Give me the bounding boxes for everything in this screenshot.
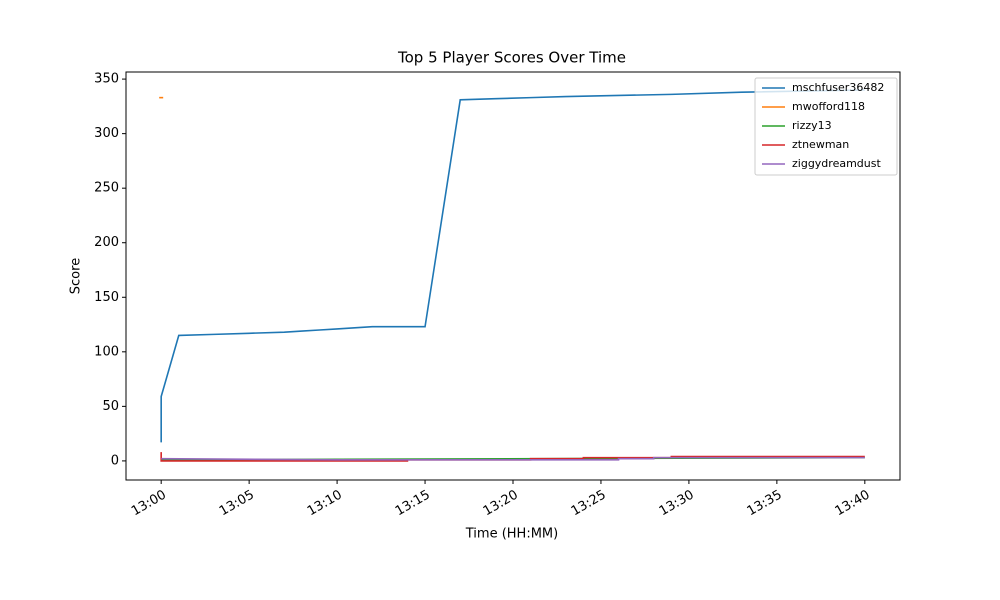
y-tick-label: 300 [94,126,119,141]
y-tick-label: 150 [94,290,119,305]
x-tick-label: 13:25 [569,488,609,520]
legend-label: mwofford118 [792,100,865,113]
legend-label: ztnewman [792,138,849,151]
x-tick-label: 13:35 [745,488,785,520]
chart-title: Top 5 Player Scores Over Time [397,49,626,67]
y-axis-label: Score [69,258,84,294]
y-tick-label: 200 [94,235,119,250]
legend: mschfuser36482 mwofford118 rizzy13 ztnewman… [754,77,898,176]
axes-frame [125,71,901,481]
y-tick-label: 50 [102,399,119,414]
x-tick-label: 13:10 [305,488,345,520]
series-line [161,456,865,461]
x-tick-label: 13:40 [833,488,873,520]
y-tick-label: 350 [94,72,119,87]
x-tick-label: 13:15 [393,488,433,520]
x-tick-label: 13:30 [657,488,697,520]
y-tick-label: 0 [111,453,119,468]
x-tick-label: 13:20 [481,488,521,520]
legend-label: ziggydreamdust [792,157,881,170]
x-axis-label: Time (HH:MM) [465,527,558,542]
series-line [160,89,865,443]
y-tick-label: 100 [94,344,119,359]
legend-box [754,77,898,176]
y-tick-label: 250 [94,181,119,196]
legend-label: mschfuser36482 [792,81,884,94]
legend-label: rizzy13 [792,119,832,132]
x-tick-label: 13:05 [217,488,257,520]
x-tick-label: 13:00 [129,488,169,520]
plot-area [159,89,865,462]
